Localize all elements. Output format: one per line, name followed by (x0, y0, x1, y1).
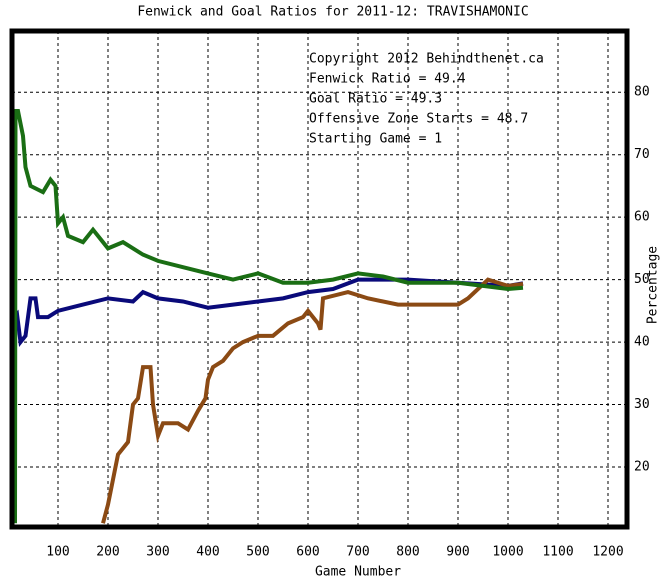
x-tick-label: 900 (446, 545, 469, 560)
series-line (13, 108, 524, 524)
annotation: Copyright 2012 Behindthenet.ca (309, 52, 544, 67)
legend-entry: Goal Ratio = 49.3 (309, 92, 442, 107)
legend-entry: Fenwick Ratio = 49.4 (309, 72, 466, 87)
series-line (12, 277, 524, 348)
y-tick-label: 30 (634, 397, 650, 412)
x-tick-label: 1100 (542, 545, 573, 560)
y-tick-label: 40 (634, 335, 650, 350)
x-tick-label: 1000 (492, 545, 523, 560)
x-tick-label: 700 (346, 545, 369, 560)
labels: 100 200 300 400 500 600 700 800 900 1000 1100 1200 2… (46, 52, 649, 560)
chart-title: Fenwick and Goal Ratios for 2011-12: TRA… (137, 5, 528, 20)
series-line (101, 277, 524, 524)
x-tick-label: 200 (96, 545, 119, 560)
x-tick-label: 1200 (592, 545, 623, 560)
legend-entry: Offensive Zone Starts = 48.7 (309, 112, 528, 127)
x-tick-label: 500 (246, 545, 269, 560)
x-tick-label: 800 (396, 545, 419, 560)
annotation: Starting Game = 1 (309, 132, 442, 147)
y-tick-label: 20 (634, 460, 650, 475)
plot-border (9, 28, 630, 530)
y-tick-label: 80 (634, 85, 650, 100)
y-tick-label: 60 (634, 210, 650, 225)
x-tick-label: 400 (196, 545, 219, 560)
x-tick-label: 300 (146, 545, 169, 560)
y-axis-label: Percentage (646, 246, 661, 324)
x-tick-label: 600 (296, 545, 319, 560)
y-tick-label: 70 (634, 147, 650, 162)
y-tick-label: 50 (634, 272, 650, 287)
lines (12, 108, 524, 524)
x-tick-label: 100 (46, 545, 69, 560)
x-axis-label: Game Number (315, 565, 401, 580)
plot-area (12, 31, 627, 527)
